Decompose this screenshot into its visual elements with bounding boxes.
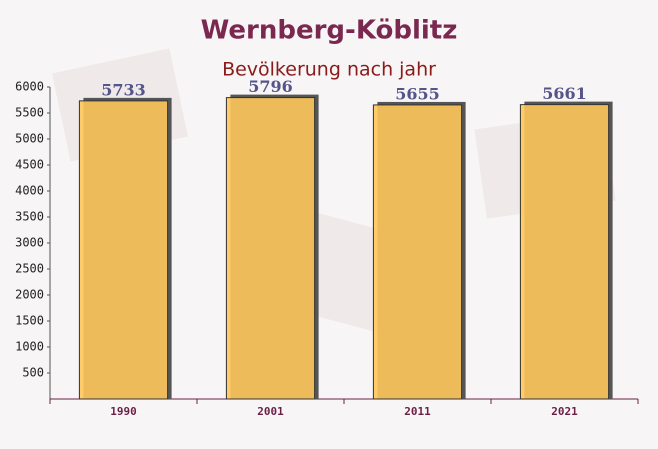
y-tick-label: 500: [22, 366, 44, 380]
y-tick-label: 4500: [15, 158, 44, 172]
y-tick-label: 2000: [15, 288, 44, 302]
y-tick-label: 4000: [15, 184, 44, 198]
chart-subtitle: Bevölkerung nach jahr: [222, 59, 436, 81]
x-tick-label: 1990: [110, 405, 137, 418]
y-tick-label: 3500: [15, 210, 44, 224]
y-tick-label: 1000: [15, 340, 44, 354]
y-tick-label: 5500: [15, 106, 44, 120]
bar: [519, 104, 610, 400]
bar: [225, 97, 316, 400]
value-label: 5655: [395, 84, 440, 103]
x-tick-label: 2021: [551, 405, 578, 418]
bar: [372, 104, 463, 400]
x-tick-label: 2001: [257, 405, 284, 418]
chart-title: Wernberg-Köblitz: [201, 16, 458, 46]
y-tick-label: 1500: [15, 314, 44, 328]
value-label: 5796: [248, 77, 293, 96]
value-label: 5661: [542, 84, 587, 103]
y-tick-label: 3000: [15, 236, 44, 250]
bar: [78, 100, 169, 400]
y-tick-label: 2500: [15, 262, 44, 276]
x-tick-label: 2011: [404, 405, 431, 418]
y-tick-label: 5000: [15, 132, 44, 146]
y-tick-label: 6000: [15, 80, 44, 94]
value-label: 5733: [101, 80, 146, 99]
